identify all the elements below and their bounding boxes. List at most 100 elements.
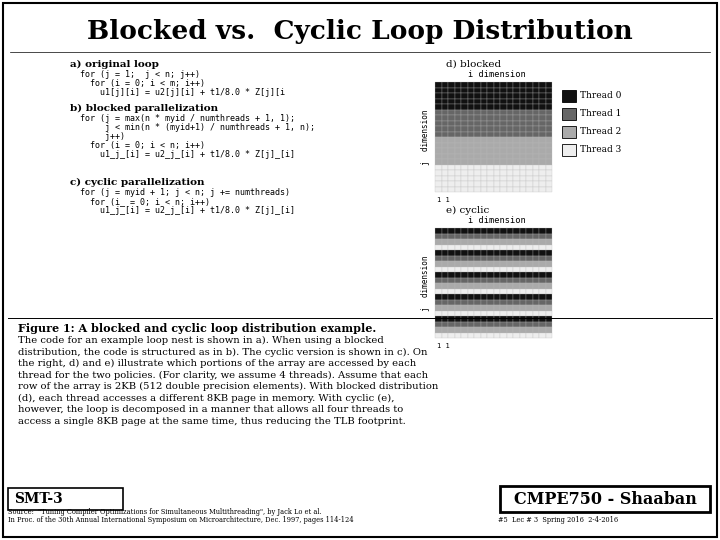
Bar xyxy=(454,294,461,300)
Bar xyxy=(500,267,506,272)
Bar xyxy=(454,93,461,98)
Bar xyxy=(487,153,493,159)
Bar xyxy=(539,305,546,310)
Bar xyxy=(500,176,506,181)
Bar xyxy=(441,327,448,333)
Text: j < min(n * (myid+1) / numthreads + 1, n);: j < min(n * (myid+1) / numthreads + 1, n… xyxy=(80,123,315,132)
Bar xyxy=(487,148,493,153)
Bar xyxy=(506,98,513,104)
Bar xyxy=(474,143,480,148)
Bar xyxy=(480,245,487,250)
Bar xyxy=(474,250,480,255)
Bar xyxy=(546,267,552,272)
Text: Thread 0: Thread 0 xyxy=(580,91,621,100)
Bar xyxy=(539,310,546,316)
Bar xyxy=(506,261,513,267)
Bar xyxy=(435,170,441,176)
Bar xyxy=(500,143,506,148)
Bar xyxy=(513,283,520,288)
Bar xyxy=(454,104,461,110)
Bar xyxy=(506,153,513,159)
Bar xyxy=(533,181,539,186)
Bar xyxy=(513,176,520,181)
Bar xyxy=(533,233,539,239)
Bar xyxy=(526,82,533,87)
Bar xyxy=(480,233,487,239)
Bar xyxy=(441,143,448,148)
Bar xyxy=(533,228,539,233)
Bar xyxy=(487,239,493,245)
Bar xyxy=(493,87,500,93)
Bar xyxy=(480,333,487,338)
Bar xyxy=(506,233,513,239)
Bar xyxy=(454,120,461,126)
Bar xyxy=(520,239,526,245)
Bar xyxy=(435,181,441,186)
Bar xyxy=(461,137,467,143)
Bar xyxy=(487,305,493,310)
Bar xyxy=(467,239,474,245)
Bar xyxy=(493,321,500,327)
Bar xyxy=(513,327,520,333)
Bar xyxy=(546,143,552,148)
Bar xyxy=(454,153,461,159)
Bar xyxy=(461,165,467,170)
Bar xyxy=(454,333,461,338)
Bar xyxy=(474,120,480,126)
Bar xyxy=(493,104,500,110)
Bar xyxy=(506,316,513,321)
Bar xyxy=(533,93,539,98)
Bar xyxy=(533,316,539,321)
Bar xyxy=(487,82,493,87)
Bar xyxy=(435,305,441,310)
Bar xyxy=(526,186,533,192)
Bar xyxy=(467,267,474,272)
Bar xyxy=(500,104,506,110)
Bar xyxy=(480,267,487,272)
Bar xyxy=(435,261,441,267)
Bar xyxy=(474,93,480,98)
Bar xyxy=(474,153,480,159)
Bar xyxy=(546,245,552,250)
Bar xyxy=(454,170,461,176)
Bar xyxy=(493,228,500,233)
Bar xyxy=(441,245,448,250)
Text: thread for the two policies. (For clarity, we assume 4 threads). Assume that eac: thread for the two policies. (For clarit… xyxy=(18,370,428,380)
Bar xyxy=(435,250,441,255)
Bar xyxy=(506,283,513,288)
Bar xyxy=(562,144,576,156)
Bar xyxy=(487,93,493,98)
Bar xyxy=(526,245,533,250)
Bar xyxy=(487,294,493,300)
Bar xyxy=(533,110,539,115)
Bar xyxy=(467,120,474,126)
Bar xyxy=(520,104,526,110)
Bar xyxy=(454,239,461,245)
Bar xyxy=(487,310,493,316)
Bar xyxy=(520,132,526,137)
Bar xyxy=(539,159,546,165)
Bar xyxy=(506,181,513,186)
Bar xyxy=(474,137,480,143)
Bar xyxy=(526,165,533,170)
Bar xyxy=(513,148,520,153)
Text: i dimension: i dimension xyxy=(468,70,526,79)
Bar xyxy=(435,272,441,278)
Bar xyxy=(500,93,506,98)
Bar xyxy=(500,233,506,239)
Bar xyxy=(493,300,500,305)
Bar xyxy=(500,165,506,170)
Bar xyxy=(467,261,474,267)
Bar xyxy=(435,120,441,126)
Bar xyxy=(435,148,441,153)
Bar xyxy=(539,176,546,181)
Bar xyxy=(441,316,448,321)
Bar xyxy=(435,98,441,104)
Bar xyxy=(533,104,539,110)
Bar xyxy=(513,255,520,261)
Bar xyxy=(533,305,539,310)
Bar xyxy=(500,316,506,321)
Bar xyxy=(435,283,441,288)
Bar xyxy=(493,148,500,153)
Bar xyxy=(480,239,487,245)
